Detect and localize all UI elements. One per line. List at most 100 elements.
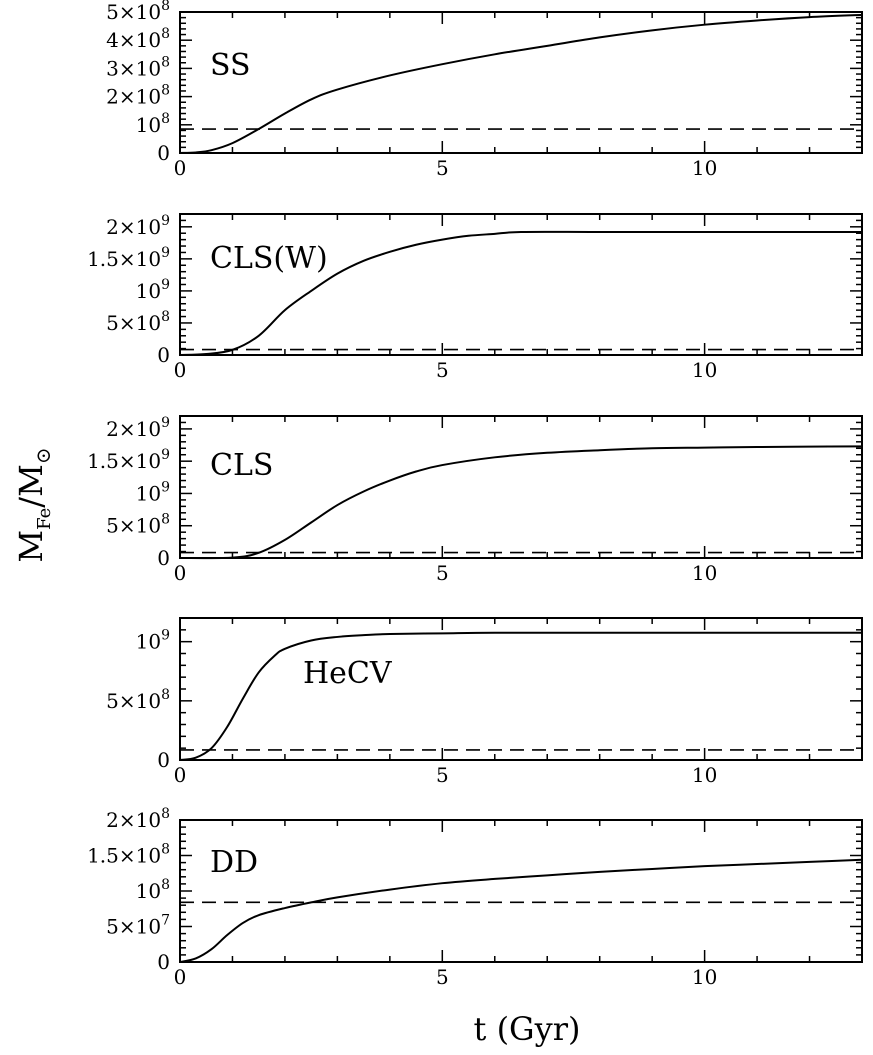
y-tick-label-base: 1.5×10 xyxy=(87,449,161,473)
y-axis-title-slash: /M xyxy=(12,464,50,508)
y-tick-label-exp: 8 xyxy=(161,54,170,70)
x-tick-label: 10 xyxy=(692,156,717,180)
y-tick-label: 1.5×109 xyxy=(87,447,170,473)
y-axis-title: MFe/M⊙ xyxy=(12,447,55,562)
x-tick-label: 0 xyxy=(174,156,187,180)
y-tick-label: 108 xyxy=(136,877,170,903)
y-tick-label-base: 2×10 xyxy=(106,85,161,109)
x-tick-label: 10 xyxy=(692,965,717,989)
y-tick-label-base: 0 xyxy=(157,546,170,570)
y-tick-label-exp: 9 xyxy=(161,479,170,495)
y-tick-label-base: 10 xyxy=(136,481,161,505)
x-tick-label: 5 xyxy=(436,965,449,989)
y-tick-label: 0 xyxy=(157,748,170,772)
y-tick-label-base: 0 xyxy=(157,141,170,165)
y-tick-label-base: 5×10 xyxy=(106,689,161,713)
y-tick-label: 5×108 xyxy=(106,687,170,713)
panel-label: SS xyxy=(210,48,251,83)
plot-frame xyxy=(179,617,863,761)
y-tick-label-exp: 8 xyxy=(161,111,170,127)
x-tick-label: 10 xyxy=(692,763,717,787)
x-tick-label: 0 xyxy=(174,358,187,382)
series-line xyxy=(179,13,863,154)
y-tick-label: 2×108 xyxy=(106,83,170,109)
y-tick-label: 5×108 xyxy=(106,0,170,24)
y-tick-label-base: 5×10 xyxy=(106,311,161,335)
y-tick-label-exp: 9 xyxy=(161,213,170,229)
series-line xyxy=(179,445,863,560)
y-tick-label-base: 1.5×10 xyxy=(87,247,161,271)
y-tick-label: 0 xyxy=(157,950,170,974)
y-tick-label-base: 3×10 xyxy=(106,56,161,80)
plot-frame xyxy=(179,213,863,356)
panel-label: CLS xyxy=(210,448,273,483)
x-axis-title: t (Gyr) xyxy=(474,1010,581,1048)
y-tick-label-exp: 8 xyxy=(161,877,170,893)
y-tick-label-exp: 8 xyxy=(161,512,170,528)
plot-frame xyxy=(179,819,863,963)
x-tick-label: 5 xyxy=(436,156,449,180)
y-tick-label-exp: 8 xyxy=(161,26,170,42)
y-tick-label: 4×108 xyxy=(106,26,170,52)
y-tick-label: 1.5×109 xyxy=(87,245,170,271)
plot-frame xyxy=(179,415,863,559)
y-tick-label-exp: 9 xyxy=(161,447,170,463)
y-tick-label-base: 2×10 xyxy=(106,417,161,441)
x-tick-label: 0 xyxy=(174,763,187,787)
y-tick-label-base: 10 xyxy=(136,279,161,303)
panel-label: CLS(W) xyxy=(210,241,328,276)
y-tick-label-exp: 9 xyxy=(161,245,170,261)
y-tick-label-base: 0 xyxy=(157,748,170,772)
y-tick-label-base: 4×10 xyxy=(106,28,161,52)
x-tick-label: 0 xyxy=(174,561,187,585)
y-tick-label: 2×108 xyxy=(106,806,170,832)
x-tick-label: 10 xyxy=(692,358,717,382)
y-tick-label-exp: 8 xyxy=(161,687,170,703)
y-axis-title-fe: Fe xyxy=(34,508,55,530)
y-tick-label-exp: 8 xyxy=(161,0,170,14)
y-tick-label: 0 xyxy=(157,141,170,165)
y-tick-label-exp: 8 xyxy=(161,806,170,822)
y-tick-label-exp: 9 xyxy=(161,628,170,644)
y-tick-label: 109 xyxy=(136,277,170,303)
y-tick-label-base: 5×10 xyxy=(106,514,161,538)
y-tick-label-base: 2×10 xyxy=(106,215,161,239)
y-tick-label: 2×109 xyxy=(106,415,170,441)
y-tick-label: 1.5×108 xyxy=(87,842,170,868)
x-tick-label: 0 xyxy=(174,965,187,989)
y-tick-label-base: 1.5×10 xyxy=(87,844,161,868)
y-tick-label-base: 0 xyxy=(157,343,170,367)
y-tick-label: 109 xyxy=(136,479,170,505)
y-tick-label-base: 10 xyxy=(136,113,161,137)
y-tick-label: 0 xyxy=(157,343,170,367)
series-line xyxy=(179,631,862,761)
series-line xyxy=(179,858,863,963)
x-tick-label: 5 xyxy=(436,561,449,585)
y-tick-label: 5×108 xyxy=(106,512,170,538)
y-tick-label-exp: 9 xyxy=(161,277,170,293)
y-axis-title-sun: ⊙ xyxy=(31,447,55,464)
y-tick-label-base: 10 xyxy=(136,879,161,903)
y-tick-label: 109 xyxy=(136,628,170,654)
x-tick-label: 5 xyxy=(436,763,449,787)
y-tick-label: 5×108 xyxy=(106,309,170,335)
y-axis-title-m: M xyxy=(12,530,50,563)
y-tick-label-exp: 8 xyxy=(161,83,170,99)
y-tick-label-exp: 7 xyxy=(161,913,170,929)
y-tick-label-base: 10 xyxy=(136,630,161,654)
y-tick-label: 5×107 xyxy=(106,913,170,939)
y-tick-label-base: 5×10 xyxy=(106,0,161,24)
y-tick-label-base: 2×10 xyxy=(106,808,161,832)
y-tick-label: 3×108 xyxy=(106,54,170,80)
series-line xyxy=(179,230,862,356)
y-tick-label-base: 0 xyxy=(157,950,170,974)
y-tick-label-exp: 8 xyxy=(161,842,170,858)
panel-label: DD xyxy=(210,845,258,880)
plot-frame xyxy=(179,11,863,154)
